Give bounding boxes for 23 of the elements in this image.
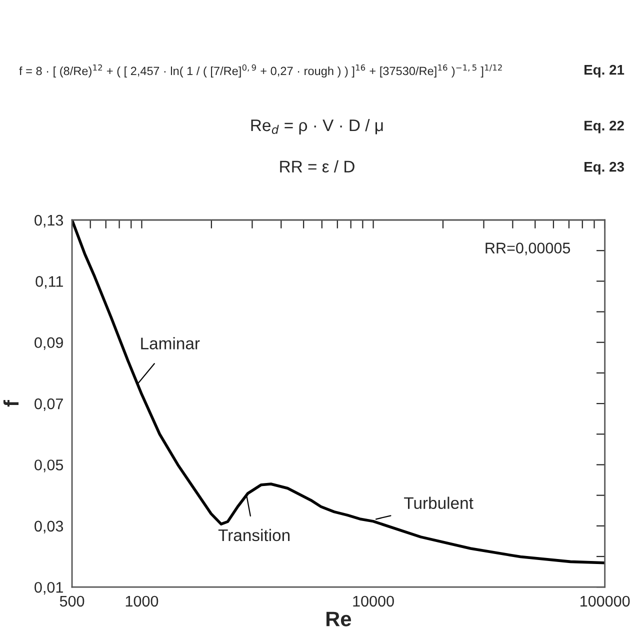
text: Eq. 22 bbox=[584, 120, 624, 134]
x-tick-label: 500 bbox=[60, 596, 84, 607]
annotation: RR=0,00005 bbox=[486, 242, 570, 256]
annotation: Turbulent bbox=[404, 496, 474, 509]
text: RR = ε / D bbox=[280, 160, 354, 172]
x-tick-label: 100000 bbox=[580, 596, 630, 607]
text: f = 8 · [ (8/Re)$^{12}$ + ( [ 2,457 · ln( 1 / ( [7/Re]$^{0,9}$ + 0,27 · rough ) ) ]$^{16}$ + [37530/Re]$^{16}$ )$^{−1,5}$ ]$^{1/12}$ bbox=[19, 64, 502, 78]
y-tick-label: 0,13 bbox=[34, 214, 64, 228]
y-tick-label: 0,05 bbox=[34, 460, 64, 472]
x-tick-label: 10000 bbox=[353, 596, 394, 607]
text: Eq. 23 bbox=[584, 162, 624, 174]
y-tick-label: 0,03 bbox=[34, 520, 64, 534]
annotation: Laminar bbox=[141, 337, 200, 350]
x-tick-label: 1000 bbox=[126, 596, 158, 607]
y-tick-label: 0,09 bbox=[34, 337, 63, 350]
text: Re$_{d}$ = ρ · V · D / μ bbox=[251, 118, 383, 135]
y-tick-label: 0,01 bbox=[34, 582, 63, 595]
y-tick-label: 0,07 bbox=[34, 398, 63, 412]
annotation: Transition bbox=[218, 528, 290, 542]
y-tick-label: 0,11 bbox=[36, 276, 63, 289]
text: Eq. 21 bbox=[584, 64, 624, 78]
x-axis-title: Re bbox=[326, 612, 352, 626]
y-axis-title: f bbox=[3, 400, 19, 407]
